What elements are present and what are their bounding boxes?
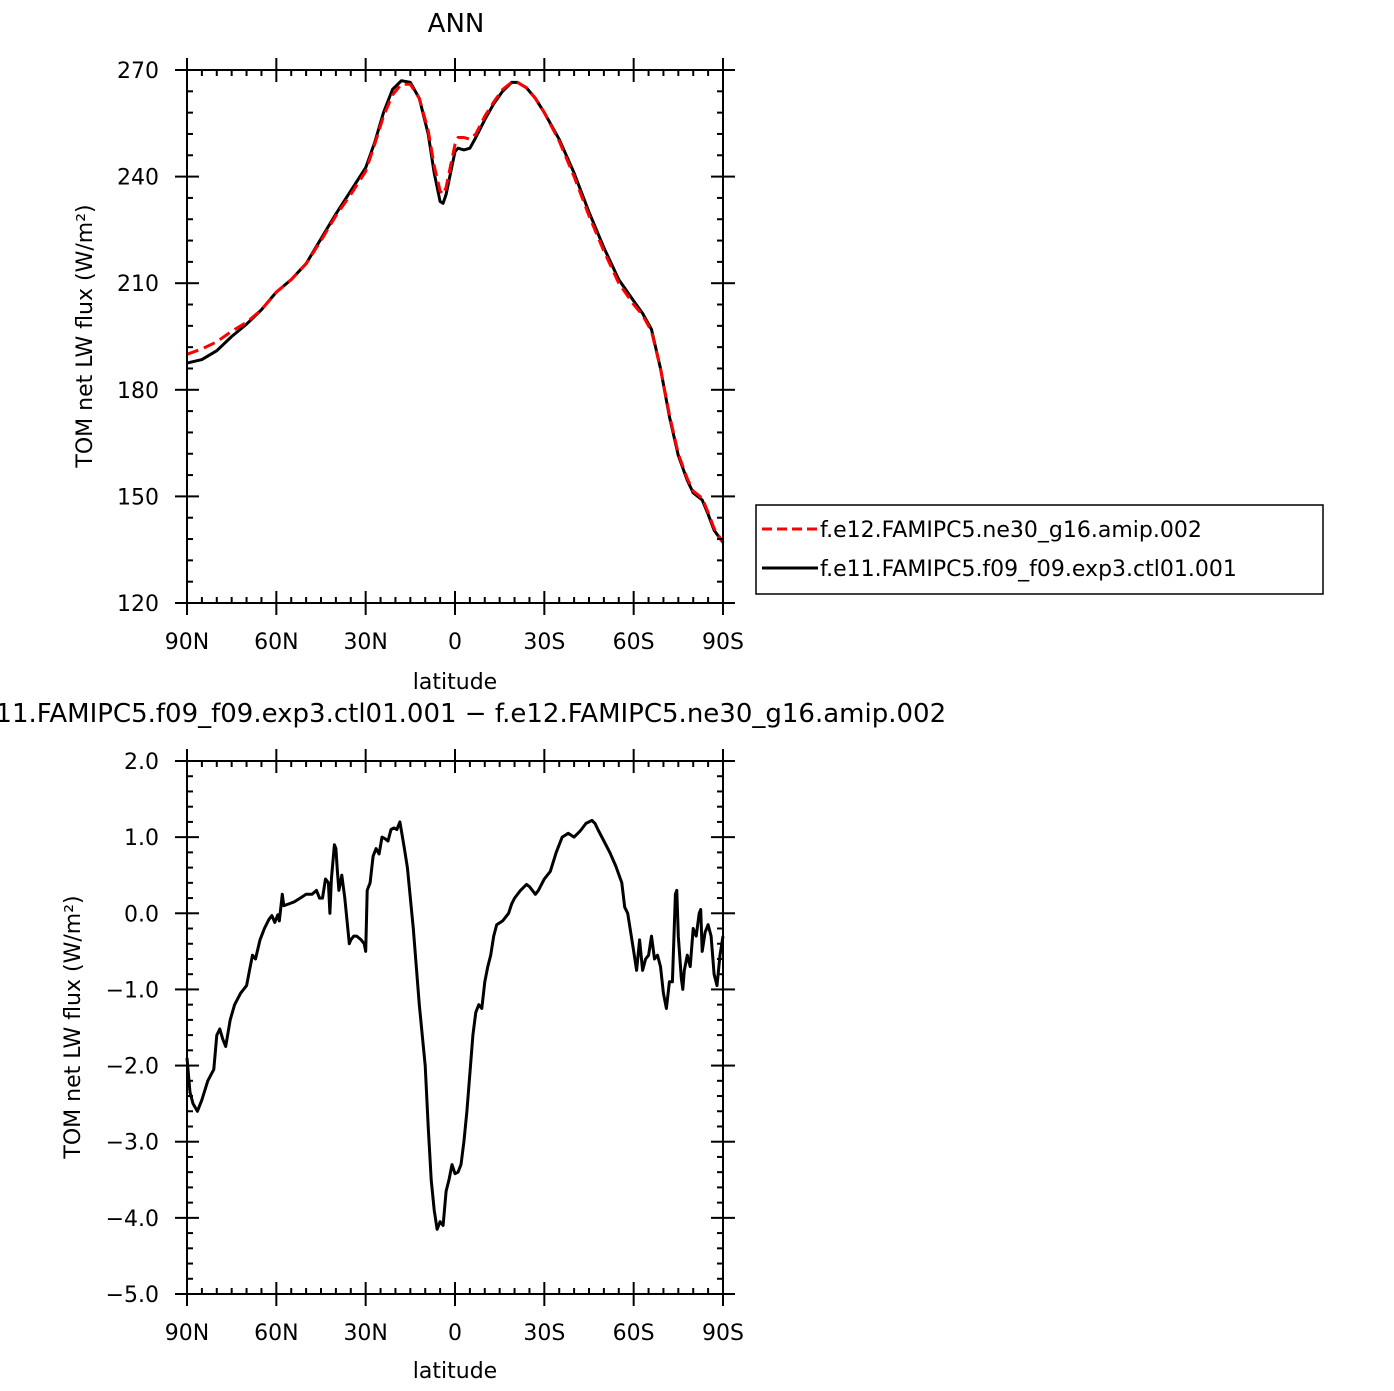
y-tick-label: −1.0 xyxy=(106,978,159,1003)
top-panel-y-axis-label: TOM net LW flux (W/m²) xyxy=(73,204,98,468)
y-tick-label: −5.0 xyxy=(106,1283,159,1308)
legend-box xyxy=(755,504,1324,595)
x-tick-label: 30S xyxy=(523,630,565,655)
y-tick-label: −3.0 xyxy=(106,1131,159,1156)
bottom-panel-tick-labels: 90N 60N 30N 0 30S 60S 90S −5.0 −4.0 −3.0 −2.0 −1.0 0… xyxy=(106,750,744,1346)
series-line-1 xyxy=(186,80,725,544)
bottom-panel-series xyxy=(185,818,725,1231)
legend-entry-1: f.e12.FAMIPC5.ne30_g16.amip.002 xyxy=(820,518,1202,543)
y-tick-label: 120 xyxy=(117,592,159,617)
x-tick-label: 0 xyxy=(448,1321,462,1346)
top-panel-x-axis-label: latitude xyxy=(413,670,497,695)
y-tick-label: 210 xyxy=(117,272,159,297)
y-tick-label: 270 xyxy=(117,59,159,84)
bottom-panel-title: f.e11.FAMIPC5.f09_f09.exp3.ctl01.001 − f… xyxy=(0,699,946,729)
x-tick-label: 60S xyxy=(613,630,655,655)
y-tick-label: 0.0 xyxy=(124,902,159,927)
x-tick-label: 90N xyxy=(165,630,209,655)
top-panel: ANN 90N 60N 30N 0 30S 60S 90S 120 150 180 210 240 27… xyxy=(73,9,1324,695)
y-tick-label: −4.0 xyxy=(106,1207,159,1232)
legend-entry-2: f.e11.FAMIPC5.f09_f09.exp3.ctl01.001 xyxy=(820,557,1237,582)
x-tick-label: 30S xyxy=(523,1321,565,1346)
x-tick-label: 30N xyxy=(343,1321,387,1346)
x-tick-label: 60S xyxy=(613,1321,655,1346)
legend: f.e12.FAMIPC5.ne30_g16.amip.002 f.e11.FA… xyxy=(755,504,1324,595)
x-tick-label: 90N xyxy=(165,1321,209,1346)
x-tick-label: 60N xyxy=(254,630,298,655)
y-tick-label: 1.0 xyxy=(124,826,159,851)
bottom-panel-frame xyxy=(186,760,724,1295)
top-panel-title: ANN xyxy=(428,9,485,39)
x-tick-label: 90S xyxy=(702,630,744,655)
y-tick-label: 2.0 xyxy=(124,750,159,775)
x-tick-label: 30N xyxy=(343,630,387,655)
bottom-panel-y-axis-label: TOM net LW flux (W/m²) xyxy=(61,895,86,1159)
x-tick-label: 90S xyxy=(702,1321,744,1346)
top-panel-ticks xyxy=(175,58,735,615)
series-line-1 xyxy=(185,818,725,1231)
top-panel-tick-labels: 90N 60N 30N 0 30S 60S 90S 120 150 180 210 240 270 xyxy=(117,59,744,655)
x-tick-label: 60N xyxy=(254,1321,298,1346)
bottom-panel-x-axis-label: latitude xyxy=(413,1359,497,1384)
top-panel-series xyxy=(186,79,725,544)
y-tick-label: 180 xyxy=(117,379,159,404)
bottom-panel-ticks xyxy=(175,749,735,1306)
x-tick-label: 0 xyxy=(448,630,462,655)
y-tick-label: 150 xyxy=(117,485,159,510)
y-tick-label: 240 xyxy=(117,166,159,191)
bottom-panel: f.e11.FAMIPC5.f09_f09.exp3.ctl01.001 − f… xyxy=(0,699,946,1384)
y-tick-label: −2.0 xyxy=(106,1055,159,1080)
